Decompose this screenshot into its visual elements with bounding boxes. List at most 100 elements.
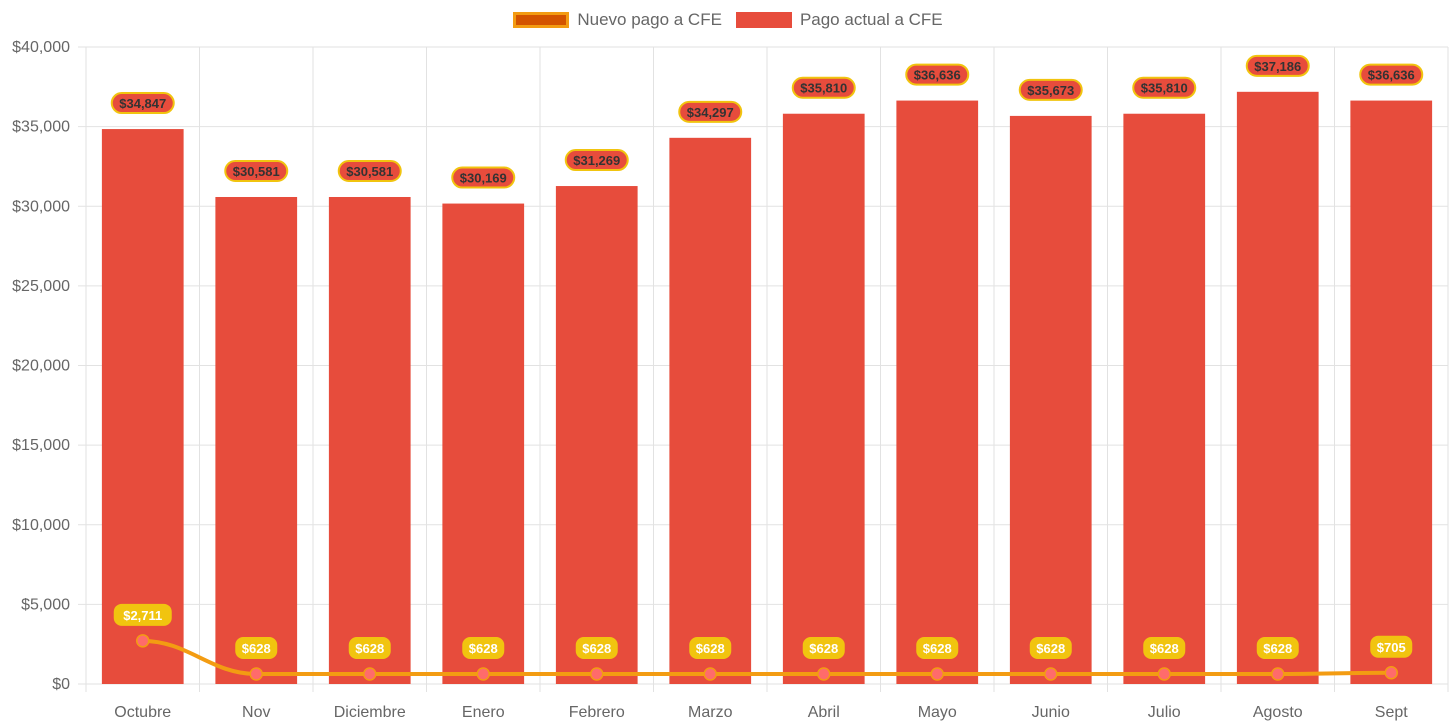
line-data-label: $628 — [696, 641, 725, 656]
line-label-bg — [235, 636, 278, 659]
y-tick-label: $5,000 — [21, 596, 70, 613]
bar — [896, 100, 979, 684]
line-data-label: $628 — [582, 641, 611, 656]
bar-data-label: $37,186 — [1254, 59, 1301, 74]
line-label-bg — [689, 636, 732, 659]
line-label-bg — [802, 636, 845, 659]
line-label-bg — [1029, 636, 1072, 659]
bar — [1009, 115, 1092, 685]
bar-data-label: $36,636 — [914, 68, 961, 83]
legend-item-pago-actual[interactable]: Pago actual a CFE — [735, 10, 943, 30]
line-series — [136, 634, 1398, 681]
line-data-labels: $2,711 $628 $628 $628 $628 $628 $628 $628 $628 $6… — [113, 603, 1413, 659]
line-point — [930, 667, 944, 681]
bar-data-label: $30,581 — [233, 164, 280, 179]
bar — [1123, 113, 1206, 684]
x-tick-label: Febrero — [569, 704, 625, 721]
x-axis: Octubre Nov Diciembre Enero Febrero Marzo Abri… — [114, 704, 1408, 721]
legend-swatch-pago-actual — [735, 12, 792, 28]
bar — [442, 203, 525, 685]
line-point — [703, 667, 717, 681]
y-tick-label: $35,000 — [12, 119, 70, 136]
line-label-bg — [1256, 636, 1299, 659]
bar-data-label: $30,581 — [346, 164, 393, 179]
bar — [1236, 91, 1319, 685]
bar-data-label: $34,847 — [119, 96, 166, 111]
y-tick-label: $0 — [52, 676, 70, 693]
line-label-bg — [113, 603, 172, 626]
bar — [1350, 100, 1433, 684]
y-tick-label: $15,000 — [12, 437, 70, 454]
line-data-label: $628 — [1036, 641, 1065, 656]
line-label-bg — [575, 636, 618, 659]
line-data-label: $628 — [242, 641, 271, 656]
line-data-label: $628 — [1263, 641, 1292, 656]
line-point — [1044, 667, 1058, 681]
bar-label-bg — [791, 76, 856, 99]
bar-label-bg — [678, 100, 743, 123]
y-tick-label: $10,000 — [12, 517, 70, 534]
bar-label-bg — [451, 166, 516, 189]
y-tick-label: $40,000 — [12, 39, 70, 56]
bar-data-label: $36,636 — [1368, 68, 1415, 83]
chart-legend: Nuevo pago a CFE Pago actual a CFE — [0, 10, 1456, 30]
x-tick-label: Diciembre — [334, 704, 406, 721]
line-point — [249, 667, 263, 681]
line-data-label: $705 — [1377, 640, 1406, 655]
bar-data-labels: $34,847 $30,581 $30,581 $30,169 $31,269 $34,2… — [110, 54, 1424, 189]
y-tick-label: $30,000 — [12, 198, 70, 215]
x-tick-label: Abril — [808, 704, 840, 721]
bar-label-bg — [337, 159, 402, 182]
grid-lines — [78, 46, 1449, 692]
bar-data-label: $30,169 — [460, 171, 507, 186]
bar-data-label: $35,810 — [800, 81, 847, 96]
line-point — [363, 667, 377, 681]
line-label-bg — [462, 636, 505, 659]
line-data-label: $628 — [1150, 641, 1179, 656]
bar-label-bg — [1245, 54, 1310, 77]
bar-label-bg — [1359, 63, 1424, 86]
bar-data-label: $35,673 — [1027, 83, 1074, 98]
bar — [328, 196, 411, 685]
x-tick-label: Junio — [1032, 704, 1070, 721]
line-point — [1157, 667, 1171, 681]
legend-label-pago-actual: Pago actual a CFE — [799, 10, 943, 29]
bars — [101, 91, 1433, 685]
line-data-label: $628 — [355, 641, 384, 656]
bar-label-bg — [1018, 78, 1083, 101]
line-data-label: $628 — [809, 641, 838, 656]
x-tick-label: Octubre — [114, 704, 171, 721]
y-tick-label: $20,000 — [12, 358, 70, 375]
line-data-label: $2,711 — [123, 608, 162, 623]
bar-data-label: $35,810 — [1141, 81, 1188, 96]
legend-label-nuevo-pago: Nuevo pago a CFE — [577, 10, 722, 29]
y-axis: $0 $5,000 $10,000 $15,000 $20,000 $25,000 $30,… — [12, 39, 70, 693]
bar — [101, 129, 184, 684]
x-tick-label: Marzo — [688, 704, 733, 721]
line-data-label: $628 — [469, 641, 498, 656]
x-tick-label: Enero — [462, 704, 505, 721]
bar — [215, 196, 298, 685]
x-tick-label: Nov — [242, 704, 270, 721]
line-point — [476, 667, 490, 681]
line-point — [1271, 667, 1285, 681]
x-tick-label: Julio — [1148, 704, 1181, 721]
bar-data-label: $34,297 — [687, 105, 734, 120]
x-tick-label: Sept — [1375, 704, 1408, 721]
line-point — [1384, 666, 1398, 680]
legend-item-nuevo-pago[interactable]: Nuevo pago a CFE — [513, 10, 722, 30]
bar — [669, 137, 752, 684]
line-point — [817, 667, 831, 681]
x-tick-label: Agosto — [1253, 704, 1303, 721]
bar-data-label: $31,269 — [573, 153, 620, 168]
line-data-label: $628 — [923, 641, 952, 656]
bar-label-bg — [224, 159, 289, 182]
line-label-bg — [916, 636, 959, 659]
y-tick-label: $25,000 — [12, 278, 70, 295]
line-path — [142, 638, 1392, 676]
bar-label-bg — [1132, 76, 1197, 99]
bar — [782, 113, 865, 684]
bar-label-bg — [110, 92, 175, 115]
line-point — [590, 667, 604, 681]
